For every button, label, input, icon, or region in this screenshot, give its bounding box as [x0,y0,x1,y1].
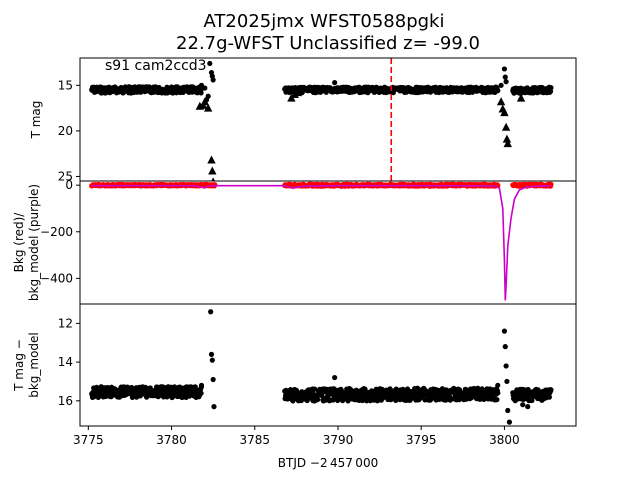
upper-limit-marker [496,97,506,106]
y-tick-label: 0 [65,178,73,192]
data-point [332,374,338,381]
y-axis-label: T mag −bkg_model [12,332,41,398]
data-point [208,351,215,357]
data-point [205,93,211,99]
panel-1: s91 cam2ccd3 15 20 25 T mag [29,57,577,183]
data-point [202,85,208,91]
x-axis-label: BTJD −2 457 000 [278,456,378,470]
y-axis-label-line: T mag − [12,339,26,392]
data-point [210,77,216,83]
panel-frame [79,57,577,182]
data-point [493,84,499,90]
data-point [319,392,325,398]
data-point [211,404,217,410]
y-tick-label: 20 [58,124,73,138]
plot-area [89,181,554,301]
y-axis-label: T mag [29,101,43,140]
upper-limit-marker [502,134,512,143]
y-axis-label-line: bkg_model [27,332,41,398]
y-tick-label: −200 [40,225,73,239]
x-tick-label: 3800 [489,433,520,447]
upper-limit-marker [211,177,216,181]
data-point [502,344,508,350]
data-point [520,402,526,408]
y-tick-label: −400 [40,271,73,285]
x-tick-label: 3785 [239,433,270,447]
x-tick-label: 3795 [406,433,437,447]
y-axis-label: Bkg (red)/bkg_model (purple) [12,184,41,301]
upper-limit-marker [208,166,217,175]
upper-limit-marker [501,122,511,131]
data-point [504,378,510,385]
upper-limit-marker [498,104,507,113]
bkg-model-line [91,184,552,301]
y-tick-label: 12 [58,316,73,330]
y-axis-label-line: bkg_model (purple) [27,184,41,301]
upper-limit-marker [200,97,210,106]
x-tick-label: 3790 [323,433,354,447]
upper-limit-marker [516,93,526,102]
y-axis-label-line: T mag [29,101,43,140]
data-point [529,397,535,404]
data-point [207,60,213,67]
data-point [315,397,321,403]
data-point [332,80,338,86]
data-point [198,382,205,388]
data-point [506,419,513,425]
upper-limit-marker [293,88,303,97]
data-point [548,85,554,91]
chart-title-line1: AT2025jmx WFST0588pgki [204,11,445,32]
data-point [498,82,504,88]
data-point [505,407,511,414]
data-point [210,376,216,383]
data-point [209,357,215,363]
data-point [495,382,501,388]
y-tick-label: 25 [58,169,73,183]
y-tick-label: 14 [58,355,73,369]
plot-area [89,309,554,425]
data-point [548,387,554,393]
data-point [198,390,204,396]
y-tick-label: 16 [58,394,73,408]
panel-3: 12 14 16 T mag −bkg_model 3775 3780 3785 3790 37… [12,303,577,447]
data-point [198,90,204,96]
upper-limit-marker [207,155,216,164]
data-point [420,392,426,398]
data-point [208,309,214,315]
sector-camera-annotation: s91 cam2ccd3 [105,58,207,74]
data-point [525,404,531,410]
plot-area [89,60,554,181]
data-point [495,390,501,396]
x-tick-label: 3780 [156,433,187,447]
data-point [501,66,508,72]
data-point [546,394,553,400]
data-point [503,363,509,369]
y-axis-label-line: Bkg (red)/ [12,212,26,273]
upper-limit-marker [503,139,512,148]
data-point [494,397,500,403]
chart-title-line2: 22.7g-WFST Unclassified z= -99.0 [176,33,480,54]
data-point [501,328,508,334]
upper-limit-marker [203,103,213,112]
x-tick-label: 3775 [73,433,104,447]
data-point [170,394,176,400]
y-tick-label: 15 [58,78,73,92]
data-point [502,74,508,80]
panel-frame [79,303,577,427]
data-point [503,79,509,85]
